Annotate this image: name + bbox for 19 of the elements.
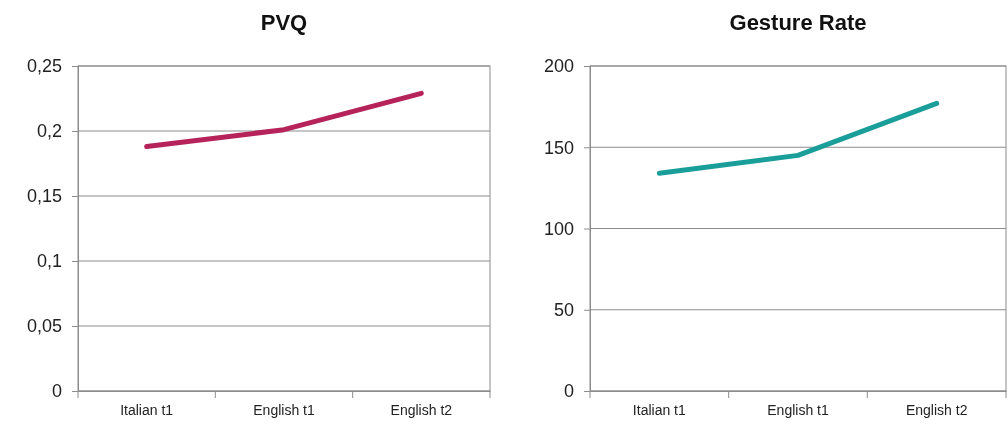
y-tick-label: 0 [563, 381, 574, 402]
y-tick-label: 200 [543, 56, 574, 77]
y-tick-label: 50 [553, 300, 574, 321]
x-tick-label: English t2 [905, 401, 968, 418]
y-tick-label: 0,1 [36, 251, 62, 272]
y-tick-label: 0,25 [26, 56, 62, 77]
chart-title: Gesture Rate [729, 10, 867, 35]
y-tick-label: 0,15 [26, 186, 62, 207]
y-tick-label: 100 [543, 218, 574, 239]
chart-title: PVQ [260, 10, 308, 35]
y-tick-label: 0 [51, 381, 62, 402]
x-tick-label: English t1 [767, 401, 829, 418]
y-tick-label: 0,2 [36, 121, 62, 142]
x-tick-label: Italian t1 [120, 401, 174, 418]
x-tick-label: English t2 [390, 401, 453, 418]
x-tick-label: Italian t1 [632, 401, 686, 418]
y-tick-label: 0,05 [26, 316, 62, 337]
x-tick-label: English t1 [253, 401, 315, 418]
y-tick-label: 150 [543, 137, 574, 158]
